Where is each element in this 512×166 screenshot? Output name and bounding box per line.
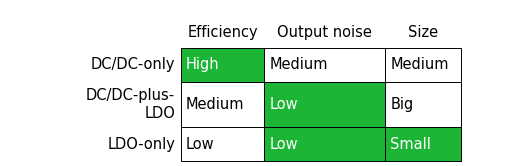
Text: Low: Low <box>269 137 298 152</box>
Text: Output noise: Output noise <box>278 25 372 40</box>
Text: Low: Low <box>269 97 298 112</box>
Bar <box>264 127 386 161</box>
Text: Small: Small <box>390 137 431 152</box>
Bar <box>386 127 461 161</box>
Text: High: High <box>186 57 220 73</box>
Text: Medium: Medium <box>269 57 328 73</box>
Text: Medium: Medium <box>186 97 244 112</box>
Text: Big: Big <box>390 97 413 112</box>
Bar <box>386 82 461 127</box>
Bar <box>181 127 264 161</box>
Bar <box>264 48 386 82</box>
Text: DC/DC-plus-
LDO: DC/DC-plus- LDO <box>86 88 175 121</box>
Bar <box>264 82 386 127</box>
Text: Low: Low <box>186 137 215 152</box>
Text: Medium: Medium <box>390 57 449 73</box>
Text: Size: Size <box>408 25 438 40</box>
Bar <box>386 48 461 82</box>
Text: DC/DC-only: DC/DC-only <box>91 57 175 73</box>
Bar <box>181 82 264 127</box>
Text: Efficiency: Efficiency <box>187 25 258 40</box>
Bar <box>181 48 264 82</box>
Text: LDO-only: LDO-only <box>107 137 175 152</box>
